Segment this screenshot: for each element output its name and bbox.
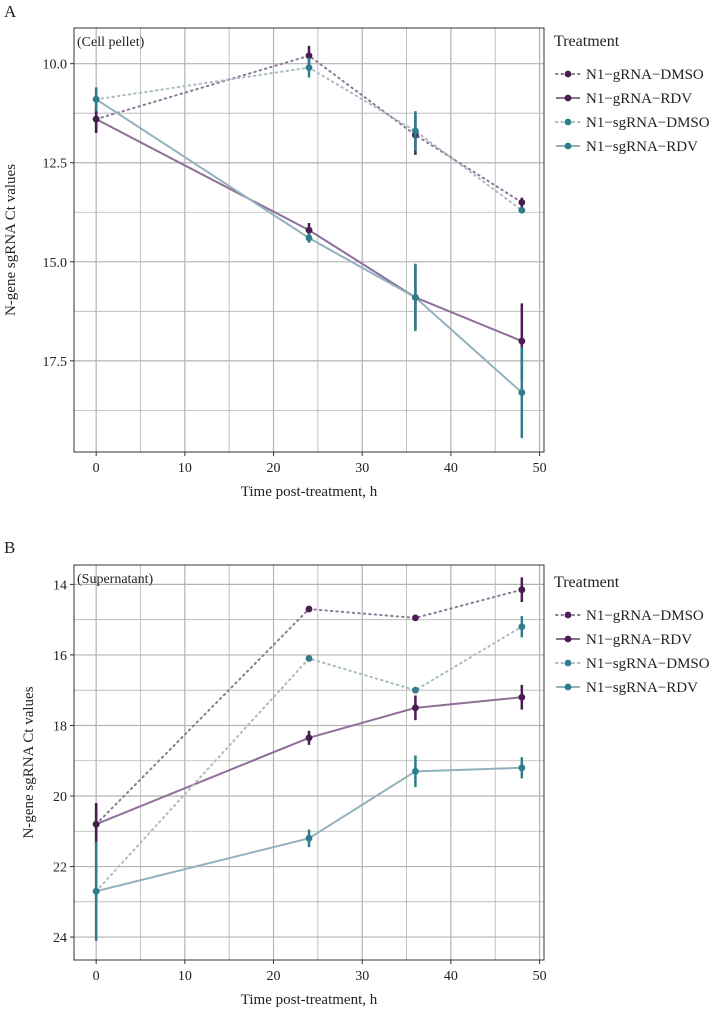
panel-b-data-point-2 [412,686,419,694]
panel-a-plot-frame [73,27,545,453]
panel-b-y-tick-label: 22 [53,861,67,876]
panel-a-x-axis-label: Time post-treatment, h [241,484,378,500]
panel-a-data-point-3 [92,95,100,103]
panel-b-series-line-3 [95,766,522,893]
panel-b-y-tick-label: 20 [53,790,67,805]
panel-b-data-point-3 [305,834,313,842]
panel-b-legend-label-3: N1−sgRNA−RDV [586,680,698,696]
panel-a-legend-label-0: N1−gRNA−DMSO [586,67,704,83]
panel-a-legend-key-marker-2 [564,118,572,126]
panel-b-series-line-0 [95,588,523,826]
panel-a-legend-key-marker-0 [564,70,572,78]
panel-b-data-point-2 [518,623,526,631]
panel-b-legend-key-marker-0 [564,611,572,619]
panel-b-series-line-2 [95,625,523,893]
panel-b-legend-label-0: N1−gRNA−DMSO [586,608,704,624]
panel-b-data-point-0 [305,605,313,613]
panel-a-data-point-3 [412,294,419,301]
panel-a-x-tick-label: 40 [444,461,458,476]
panel-b-plot-frame [73,564,545,961]
panel-a-letter: A [4,2,17,21]
panel-a-x-tick-label: 20 [267,461,281,476]
panel-a-y-tick-label: 15.0 [43,256,68,271]
panel-a-legend-label-1: N1−gRNA−RDV [586,91,692,107]
panel-b-data-point-1 [305,734,313,742]
panel-b-data-point-3 [92,887,100,895]
panel-a-data-point-1 [518,337,526,345]
panel-b-legend-key-marker-3 [564,683,572,691]
panel-a-series-line-0 [95,54,523,204]
panel-b-annotation: (Supernatant) [77,572,154,587]
panel-b-data-point-2 [305,655,313,662]
panel-a-data-point-1 [92,115,100,123]
panel-b-data-point-0 [518,586,526,594]
panel-b-data-point-3 [518,764,526,772]
panel-a-x-tick-label: 10 [178,461,192,476]
panel-b-data-point-0 [412,614,419,622]
panel-a-data-point-1 [305,226,313,234]
panel-b-legend-key-marker-2 [564,659,572,667]
panel-a-data-point-2 [518,206,526,214]
panel-b-y-tick-label: 14 [53,578,67,593]
panel-a-data-point-3 [305,234,313,242]
panel-a-series-line-1 [95,118,523,342]
panel-b-y-axis-label: N-gene sgRNA Ct values [21,686,37,838]
panel-b-legend-key-marker-1 [564,635,572,643]
panel-b-legend-label-1: N1−gRNA−RDV [586,632,692,648]
panel-a-y-axis-label: N-gene sgRNA Ct values [3,164,19,316]
panel-a-legend-title: Treatment [554,33,620,50]
panel-a-legend-label-2: N1−sgRNA−DMSO [586,115,710,131]
panel-b-letter: B [4,538,15,557]
panel-a-legend-key-marker-3 [564,142,572,150]
panel-b-y-tick-label: 16 [53,649,67,664]
panel-b-legend-label-2: N1−sgRNA−DMSO [586,656,710,672]
panel-a-legend-label-3: N1−sgRNA−RDV [586,139,698,155]
panel-a-x-tick-label: 30 [355,461,369,476]
panel-a-x-tick-label: 0 [93,461,100,476]
panel-b-x-tick-label: 40 [444,969,458,984]
panel-b-series-line-1 [95,696,522,826]
panel-b-legend-title: Treatment [554,574,620,591]
panel-a-x-tick-label: 50 [533,461,547,476]
panel-b-x-tick-label: 0 [93,969,100,984]
panel-b-data-point-1 [92,820,100,828]
panel-b-x-tick-label: 10 [178,969,192,984]
panel-a-data-point-2 [412,127,419,135]
panel-a-data-point-0 [518,198,526,206]
panel-b-x-axis-label: Time post-treatment, h [241,992,378,1008]
panel-a-y-tick-label: 10.0 [43,58,68,73]
panel-b-data-point-3 [412,767,419,775]
panel-b-data-point-1 [518,693,526,701]
panel-b-x-tick-label: 50 [533,969,547,984]
panel-b-x-tick-label: 30 [355,969,369,984]
panel-a-series-line-3 [95,98,523,394]
panel-a-y-tick-label: 17.5 [43,355,68,370]
panel-b-x-tick-label: 20 [267,969,281,984]
panel-a-data-point-2 [305,64,313,72]
panel-a-annotation: (Cell pellet) [77,35,145,50]
panel-a-legend-key-marker-1 [564,94,572,102]
panel-b-y-tick-label: 18 [53,719,67,734]
panel-b-data-point-1 [412,704,419,712]
panel-a-data-point-3 [518,389,526,396]
panel-a-data-point-0 [305,52,313,60]
panel-a-y-tick-label: 12.5 [43,157,68,172]
panel-a-series-line-2 [95,66,523,212]
panel-b-y-tick-label: 24 [53,931,67,946]
